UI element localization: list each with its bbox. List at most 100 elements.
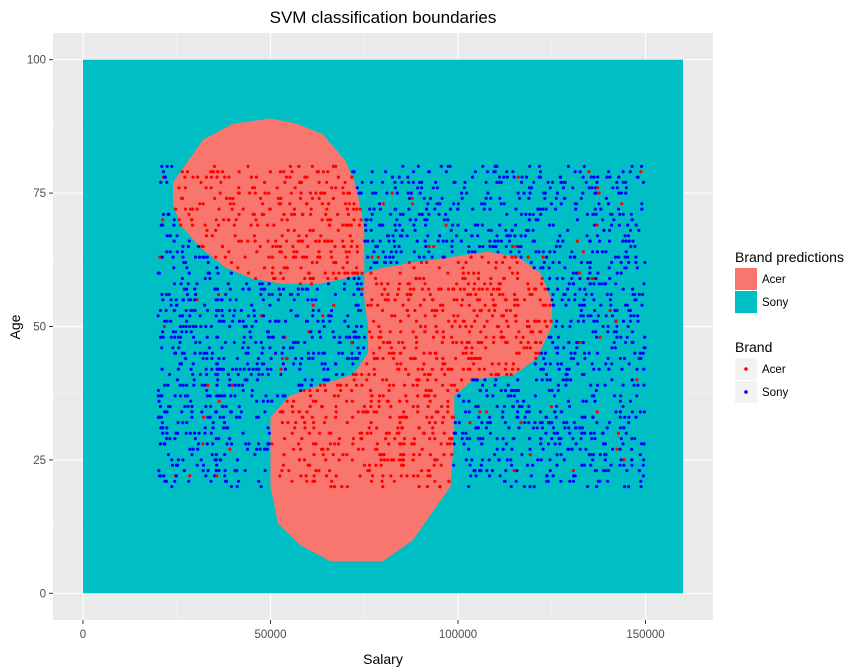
scatter-point bbox=[461, 351, 465, 355]
scatter-point bbox=[192, 335, 196, 339]
scatter-point bbox=[551, 292, 555, 297]
scatter-point bbox=[471, 207, 475, 211]
scatter-point bbox=[505, 372, 509, 377]
scatter-point bbox=[224, 196, 229, 200]
scatter-point bbox=[379, 458, 383, 462]
scatter-point bbox=[461, 367, 465, 371]
scatter-point bbox=[372, 356, 376, 361]
scatter-point bbox=[305, 202, 309, 206]
scatter-point bbox=[388, 340, 392, 345]
scatter-point bbox=[291, 346, 295, 350]
scatter-point bbox=[350, 351, 354, 355]
scatter-point bbox=[208, 415, 212, 419]
scatter-point bbox=[629, 212, 634, 216]
scatter-point bbox=[624, 239, 628, 243]
scatter-point bbox=[629, 244, 633, 249]
scatter-point bbox=[278, 250, 282, 254]
scatter-point bbox=[372, 410, 376, 414]
scatter-point bbox=[381, 356, 385, 361]
scatter-point bbox=[319, 447, 324, 451]
scatter-point bbox=[554, 244, 559, 249]
scatter-point bbox=[550, 437, 554, 441]
scatter-point bbox=[259, 485, 263, 489]
scatter-point bbox=[555, 431, 560, 435]
scatter-point bbox=[571, 271, 575, 275]
scatter-point bbox=[541, 250, 546, 254]
scatter-point bbox=[579, 196, 583, 200]
scatter-point bbox=[225, 442, 229, 446]
scatter-point bbox=[550, 388, 554, 393]
scatter-point bbox=[539, 442, 543, 446]
scatter-point bbox=[461, 271, 465, 275]
scatter-point bbox=[409, 191, 413, 195]
scatter-point bbox=[231, 196, 235, 200]
scatter-point bbox=[168, 250, 172, 254]
scatter-point bbox=[315, 260, 319, 265]
scatter-point bbox=[185, 421, 189, 425]
scatter-point bbox=[403, 383, 407, 387]
scatter-point bbox=[251, 212, 255, 216]
scatter-point bbox=[618, 356, 622, 361]
scatter-point bbox=[226, 372, 230, 377]
scatter-point bbox=[266, 426, 270, 430]
scatter-point bbox=[399, 362, 403, 366]
scatter-point bbox=[643, 335, 647, 339]
scatter-point bbox=[267, 292, 271, 297]
scatter-point bbox=[592, 319, 596, 323]
scatter-point bbox=[309, 383, 313, 387]
scatter-point bbox=[204, 175, 208, 179]
scatter-point bbox=[423, 239, 427, 243]
scatter-point bbox=[196, 175, 200, 179]
scatter-point bbox=[560, 298, 564, 302]
scatter-point bbox=[222, 319, 226, 323]
scatter-point bbox=[537, 164, 542, 168]
scatter-point bbox=[477, 287, 481, 291]
scatter-point bbox=[491, 298, 495, 302]
scatter-point bbox=[369, 303, 373, 307]
scatter-point bbox=[201, 469, 205, 473]
scatter-point bbox=[466, 282, 470, 286]
scatter-point bbox=[411, 404, 415, 409]
scatter-point bbox=[578, 170, 582, 174]
x-tick-label: 50000 bbox=[255, 629, 287, 641]
scatter-point bbox=[310, 378, 314, 382]
scatter-point bbox=[598, 479, 602, 483]
scatter-point bbox=[388, 415, 392, 419]
scatter-point bbox=[205, 228, 209, 232]
scatter-point bbox=[422, 196, 426, 200]
scatter-point bbox=[511, 362, 515, 366]
scatter-point bbox=[254, 218, 258, 222]
scatter-point bbox=[587, 351, 591, 355]
scatter-point bbox=[214, 255, 218, 259]
scatter-point bbox=[355, 186, 359, 190]
scatter-point bbox=[185, 319, 189, 323]
scatter-point bbox=[191, 447, 195, 451]
scatter-point bbox=[637, 469, 642, 473]
scatter-point bbox=[473, 223, 477, 227]
scatter-point bbox=[163, 319, 167, 323]
scatter-point bbox=[618, 399, 623, 403]
scatter-point bbox=[441, 383, 445, 387]
scatter-point bbox=[258, 447, 262, 451]
scatter-point bbox=[369, 479, 373, 483]
scatter-point bbox=[548, 458, 552, 462]
scatter-point bbox=[619, 271, 623, 275]
scatter-point bbox=[549, 335, 553, 339]
scatter-point bbox=[369, 404, 373, 409]
scatter-point bbox=[311, 351, 316, 355]
scatter-point bbox=[467, 244, 471, 249]
scatter-point bbox=[425, 218, 429, 222]
scatter-point bbox=[474, 356, 478, 361]
scatter-point bbox=[253, 239, 257, 243]
scatter-point bbox=[469, 255, 473, 259]
scatter-point bbox=[190, 223, 195, 227]
scatter-point bbox=[588, 266, 592, 270]
scatter-point bbox=[399, 474, 403, 478]
scatter-point bbox=[329, 308, 334, 313]
scatter-point bbox=[309, 330, 313, 334]
scatter-point bbox=[177, 186, 181, 190]
scatter-point bbox=[174, 474, 178, 478]
scatter-point bbox=[203, 223, 207, 227]
scatter-point bbox=[228, 196, 232, 200]
scatter-point bbox=[630, 330, 635, 334]
